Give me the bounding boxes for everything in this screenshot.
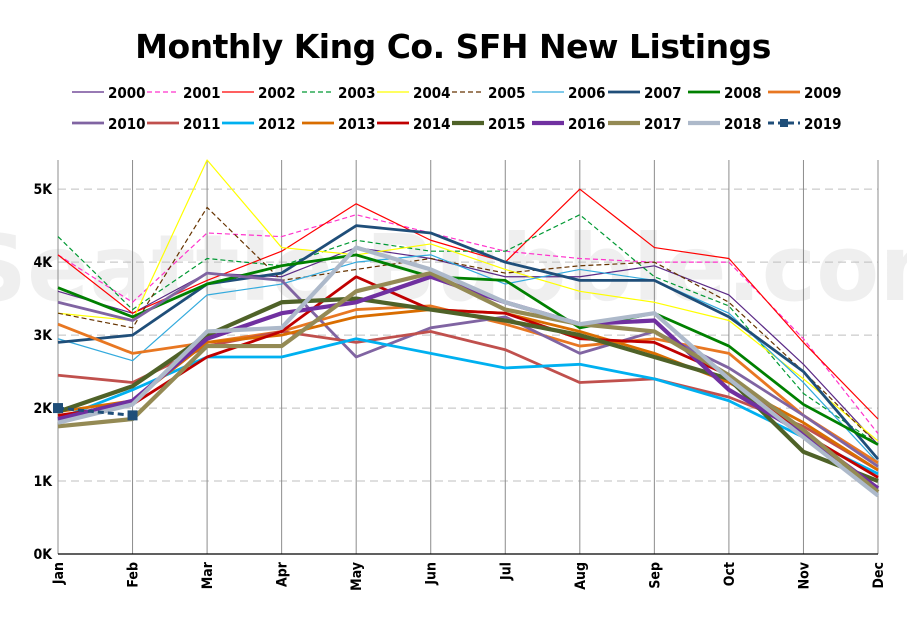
legend-label: 2000 — [108, 84, 146, 102]
x-tick-label: Dec — [871, 562, 887, 588]
watermark-text: Seattle Bubble.com — [0, 215, 907, 322]
legend-label: 2017 — [644, 115, 682, 133]
legend-label: 2019 — [804, 115, 842, 133]
series-line-2013 — [57, 308, 879, 472]
series-line-2018 — [57, 245, 880, 498]
legend-label: 2007 — [644, 84, 682, 102]
legend-item-2001: 2001 — [147, 84, 221, 102]
legend-marker — [780, 119, 788, 127]
legend-item-2018: 2018 — [688, 115, 762, 133]
legend-label: 2018 — [724, 115, 762, 133]
y-tick-label: 0K — [33, 547, 53, 563]
legend-label: 2011 — [183, 115, 221, 133]
legend-item-2009: 2009 — [768, 84, 842, 102]
legend-label: 2001 — [183, 84, 221, 102]
legend-item-2008: 2008 — [688, 84, 762, 102]
legend-label: 2012 — [258, 115, 296, 133]
legend-item-2017: 2017 — [608, 115, 682, 133]
legend-label: 2008 — [724, 84, 762, 102]
series-line-2007 — [57, 224, 880, 461]
series-line-2019 — [57, 406, 133, 417]
y-tick-label: 5K — [33, 182, 53, 198]
legend-label: 2010 — [108, 115, 146, 133]
legend-label: 2006 — [568, 84, 606, 102]
legend-item-2010: 2010 — [72, 115, 146, 133]
series-line-2004 — [57, 159, 879, 442]
legend-label: 2002 — [258, 84, 296, 102]
legend: 2000 2001 2002 2003 2004 2005 2006 2007 2008 2009… — [72, 84, 842, 133]
x-tick-label: Jul — [498, 562, 514, 581]
legend-label: 2015 — [488, 115, 526, 133]
x-tick-label: Sep — [647, 562, 663, 589]
legend-item-2002: 2002 — [222, 84, 296, 102]
series-line-2003 — [57, 214, 879, 446]
series-line-2012 — [57, 337, 879, 475]
y-tick-label: 1K — [33, 474, 53, 490]
series-line-2008 — [57, 253, 879, 446]
legend-label: 2013 — [338, 115, 376, 133]
legend-label: 2016 — [568, 115, 606, 133]
x-tick-label: Nov — [796, 561, 812, 589]
series-line-2010 — [57, 271, 879, 468]
y-tick-label: 4K — [33, 255, 53, 271]
legend-item-2006: 2006 — [532, 84, 606, 102]
plot-area: Seattle Bubble.com 0K 1K 2K 3K 4K 5K Jan Feb Mar A… — [0, 159, 907, 591]
legend-item-2013: 2013 — [302, 115, 376, 133]
y-tick-label: 3K — [33, 328, 53, 344]
legend-item-2000: 2000 — [72, 84, 146, 102]
x-tick-label: May — [349, 562, 365, 591]
x-tick-label: Aug — [573, 562, 589, 590]
legend-item-2005: 2005 — [452, 84, 526, 102]
legend-item-2011: 2011 — [147, 115, 221, 133]
data-point-2019 — [53, 403, 63, 414]
data-point-2019 — [127, 410, 138, 421]
x-tick-label: Jun — [424, 562, 440, 586]
legend-item-2016: 2016 — [532, 115, 606, 133]
chart-title: Monthly King Co. SFH New Listings — [135, 27, 771, 66]
legend-item-2007: 2007 — [608, 84, 682, 102]
legend-item-2003: 2003 — [302, 84, 376, 102]
legend-label: 2005 — [488, 84, 526, 102]
x-tick-label: Apr — [275, 561, 291, 587]
x-tick-label: Feb — [126, 562, 142, 588]
y-tick-label: 2K — [33, 401, 53, 417]
legend-item-2004: 2004 — [377, 84, 451, 102]
legend-label: 2003 — [338, 84, 376, 102]
legend-item-2014: 2014 — [377, 115, 451, 133]
legend-item-2015: 2015 — [452, 115, 526, 133]
legend-label: 2004 — [413, 84, 451, 102]
legend-label: 2014 — [413, 115, 451, 133]
legend-item-2019: 2019 — [768, 115, 842, 133]
series-line-2001 — [57, 214, 879, 434]
series-line-2005 — [57, 206, 879, 445]
x-tick-label: Jan — [51, 562, 67, 585]
legend-item-2012: 2012 — [222, 115, 296, 133]
x-tick-label: Mar — [200, 561, 216, 589]
x-tick-label: Oct — [722, 562, 738, 586]
series-line-2017 — [57, 270, 880, 494]
legend-label: 2009 — [804, 84, 842, 102]
